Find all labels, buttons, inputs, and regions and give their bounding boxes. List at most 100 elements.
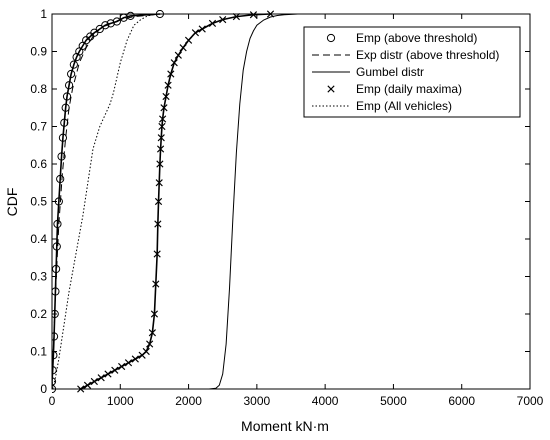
axes: 0 1000 2000 3000 4000 5000 6000 7000 0 0.1 0.2 0.3 0… [30,7,543,408]
circle-marker [56,174,65,184]
legend-entry: Gumbel distr [312,65,424,79]
circle-marker [57,152,66,161]
circle-marker [112,17,121,26]
cross-stroke [159,115,167,123]
cross-marker [148,329,156,337]
cross-stroke [167,70,175,78]
cross-marker [118,362,126,371]
y-tick-label: 0.8 [30,82,47,96]
circle-marker [126,11,135,20]
circle-marker [106,19,115,28]
cross-stroke [198,25,206,33]
cross-marker [156,145,165,153]
cross-stroke [249,11,258,19]
circle-marker [60,118,69,127]
cross-marker [219,16,227,24]
x-axis-label: Moment kN·m [241,418,329,434]
circle-marker [64,81,74,90]
cross-stroke [148,329,156,337]
cross-stroke [160,104,168,112]
circle-marker [90,28,99,37]
cross-stroke [83,381,92,389]
y-tick-label: 0 [40,382,47,396]
legend: Emp (above threshold) Exp distr (above th… [303,26,521,118]
cross-marker [174,51,182,59]
circle-marker [101,21,110,30]
cross-marker [150,310,159,318]
cross-stroke [154,197,163,206]
cross-marker [131,355,139,363]
legend-label: Exp distr (above threshold) [356,48,499,62]
cross-stroke [104,370,112,378]
circle-marker [95,24,104,34]
cross-marker [249,11,258,19]
cross-marker [154,197,163,206]
cross-marker [198,25,206,33]
y-tick-label: 0.6 [30,157,47,171]
y-tick-label: 0.9 [30,45,47,59]
x-tick-label: 4000 [312,394,339,408]
cross-stroke [97,374,105,382]
legend-entry: Emp (All vehicles) [312,99,452,113]
cross-stroke [153,250,161,258]
legend-entry: Exp distr (above threshold) [312,48,499,62]
y-tick-label: 0.3 [30,270,47,284]
cross-stroke [191,29,199,37]
cross-marker [167,70,175,78]
cross-marker [154,220,162,228]
series-2 [52,13,162,390]
cross-marker [83,381,92,389]
cross-marker [191,29,199,37]
cross-stroke [162,92,170,101]
y-axis-label: CDF [4,188,20,217]
legend-entry: Emp (above threshold) [326,31,477,45]
series-4 [77,10,275,393]
cross-stroke [156,145,165,153]
cross-stroke [158,122,166,131]
y-tick-label: 0.2 [30,307,47,321]
y-tick-label: 0.7 [30,120,47,134]
cross-marker [142,347,150,356]
cross-marker [160,104,168,112]
cross-marker [208,19,217,27]
circle-marker [69,60,78,69]
cross-marker [159,115,167,123]
cross-marker [146,340,154,348]
legend-label: Gumbel distr [356,65,424,79]
x-tick-label: 1000 [107,394,134,408]
cross-stroke [118,362,126,371]
cross-stroke [327,85,335,93]
legend-label: Emp (above threshold) [356,31,477,45]
cross-marker [162,92,170,101]
legend-label: Emp (All vehicles) [356,99,452,113]
cross-stroke [179,44,187,52]
y-tick-label: 1 [40,7,47,21]
cross-stroke [174,51,182,59]
x-tick-label: 0 [49,394,56,408]
series-5 [52,13,162,390]
circle-marker [62,92,72,101]
cross-marker [152,280,160,288]
cross-stroke [170,59,178,67]
cross-marker [153,250,161,258]
cross-marker [157,134,165,142]
cross-marker [111,366,119,374]
legend-circle-marker [326,33,336,43]
cross-stroke [208,19,217,27]
y-tick-label: 0.1 [30,345,47,359]
legend-entry: Emp (daily maxima) [327,82,462,96]
cross-stroke [142,347,150,356]
cross-marker [184,36,193,44]
y-tick-label: 0.4 [30,232,47,246]
cross-marker [90,377,98,386]
cross-marker [179,44,187,52]
cross-stroke [146,340,154,348]
circle-marker [67,69,76,79]
cross-marker [156,160,164,168]
cross-stroke [152,280,160,288]
cross-marker [170,59,178,67]
cross-stroke [157,134,165,142]
legend-box [303,26,521,118]
cross-marker [97,374,105,382]
